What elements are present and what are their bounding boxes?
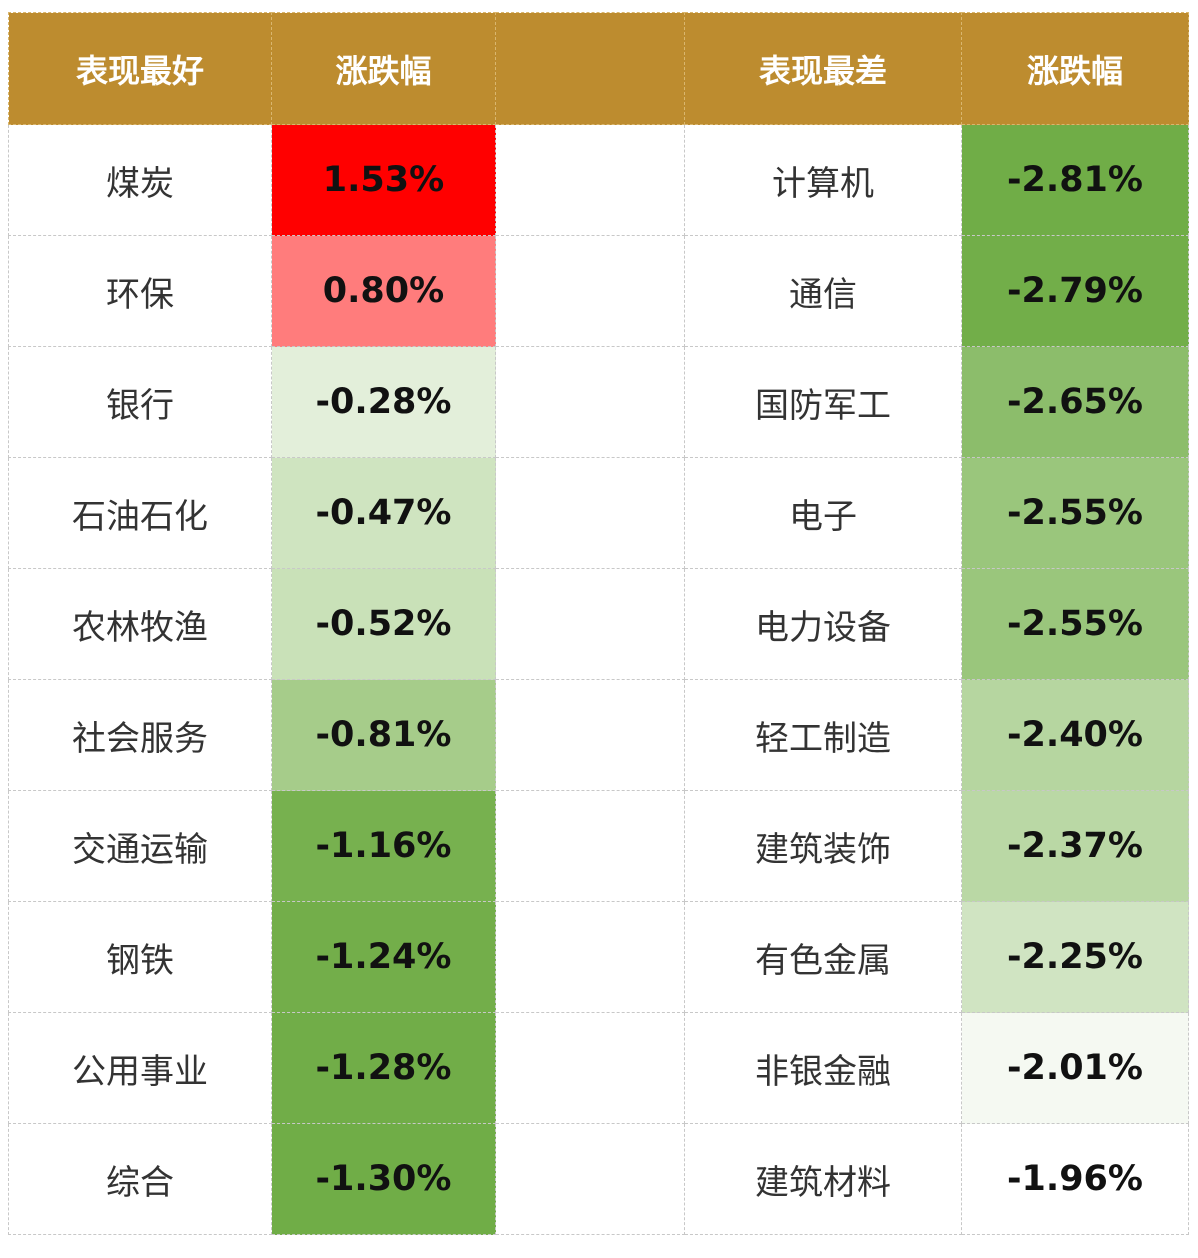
best-change-header: 涨跌幅 <box>271 12 496 125</box>
worst-performers-header: 表现最差 <box>684 12 962 125</box>
best-sector-name: 农林牧渔 <box>8 568 272 680</box>
best-sector-change: -0.81% <box>271 679 496 791</box>
table-row: 交通运输 -1.16% 建筑装饰 -2.37% <box>8 790 1189 902</box>
best-sector-change: 1.53% <box>271 124 496 236</box>
best-sector-name: 环保 <box>8 235 272 347</box>
worst-sector-name: 电子 <box>684 457 962 569</box>
best-sector-name: 公用事业 <box>8 1012 272 1124</box>
worst-sector-change: -2.25% <box>961 901 1189 1013</box>
gap-cell <box>495 457 685 569</box>
worst-change-header: 涨跌幅 <box>961 12 1189 125</box>
table-row: 社会服务 -0.81% 轻工制造 -2.40% <box>8 679 1189 791</box>
worst-sector-name: 电力设备 <box>684 568 962 680</box>
worst-sector-change: -1.96% <box>961 1123 1189 1235</box>
best-sector-change: -0.52% <box>271 568 496 680</box>
gap-cell <box>495 1012 685 1124</box>
table-row: 银行 -0.28% 国防军工 -2.65% <box>8 346 1189 458</box>
best-sector-change: 0.80% <box>271 235 496 347</box>
best-sector-change: -1.28% <box>271 1012 496 1124</box>
worst-sector-change: -2.65% <box>961 346 1189 458</box>
worst-sector-change: -2.55% <box>961 568 1189 680</box>
best-sector-name: 钢铁 <box>8 901 272 1013</box>
gap-cell <box>495 568 685 680</box>
gap-cell <box>495 124 685 236</box>
best-sector-change: -0.47% <box>271 457 496 569</box>
best-sector-change: -1.30% <box>271 1123 496 1235</box>
gap-cell <box>495 346 685 458</box>
worst-sector-change: -2.55% <box>961 457 1189 569</box>
sector-performance-table: 表现最好 涨跌幅 表现最差 涨跌幅 煤炭 1.53% 计算机 -2.81% 环保 0.80… <box>8 12 1189 1235</box>
gap-cell <box>495 1123 685 1235</box>
table-row: 公用事业 -1.28% 非银金融 -2.01% <box>8 1012 1189 1124</box>
gap-cell <box>495 790 685 902</box>
table-row: 钢铁 -1.24% 有色金属 -2.25% <box>8 901 1189 1013</box>
table-row: 环保 0.80% 通信 -2.79% <box>8 235 1189 347</box>
table-row: 煤炭 1.53% 计算机 -2.81% <box>8 124 1189 236</box>
worst-sector-name: 建筑装饰 <box>684 790 962 902</box>
worst-sector-change: -2.40% <box>961 679 1189 791</box>
worst-sector-change: -2.37% <box>961 790 1189 902</box>
best-sector-change: -1.16% <box>271 790 496 902</box>
worst-sector-name: 非银金融 <box>684 1012 962 1124</box>
header-row: 表现最好 涨跌幅 表现最差 涨跌幅 <box>8 12 1189 125</box>
worst-sector-name: 建筑材料 <box>684 1123 962 1235</box>
gap-header <box>495 12 685 125</box>
table-row: 综合 -1.30% 建筑材料 -1.96% <box>8 1123 1189 1235</box>
best-sector-change: -1.24% <box>271 901 496 1013</box>
gap-cell <box>495 901 685 1013</box>
worst-sector-change: -2.01% <box>961 1012 1189 1124</box>
worst-sector-name: 计算机 <box>684 124 962 236</box>
worst-sector-name: 轻工制造 <box>684 679 962 791</box>
worst-sector-change: -2.79% <box>961 235 1189 347</box>
best-performers-header: 表现最好 <box>8 12 272 125</box>
best-sector-name: 交通运输 <box>8 790 272 902</box>
worst-sector-name: 通信 <box>684 235 962 347</box>
best-sector-name: 煤炭 <box>8 124 272 236</box>
worst-sector-name: 国防军工 <box>684 346 962 458</box>
table-row: 石油石化 -0.47% 电子 -2.55% <box>8 457 1189 569</box>
best-sector-change: -0.28% <box>271 346 496 458</box>
best-sector-name: 银行 <box>8 346 272 458</box>
gap-cell <box>495 679 685 791</box>
best-sector-name: 综合 <box>8 1123 272 1235</box>
worst-sector-name: 有色金属 <box>684 901 962 1013</box>
gap-cell <box>495 235 685 347</box>
best-sector-name: 石油石化 <box>8 457 272 569</box>
best-sector-name: 社会服务 <box>8 679 272 791</box>
worst-sector-change: -2.81% <box>961 124 1189 236</box>
table-row: 农林牧渔 -0.52% 电力设备 -2.55% <box>8 568 1189 680</box>
